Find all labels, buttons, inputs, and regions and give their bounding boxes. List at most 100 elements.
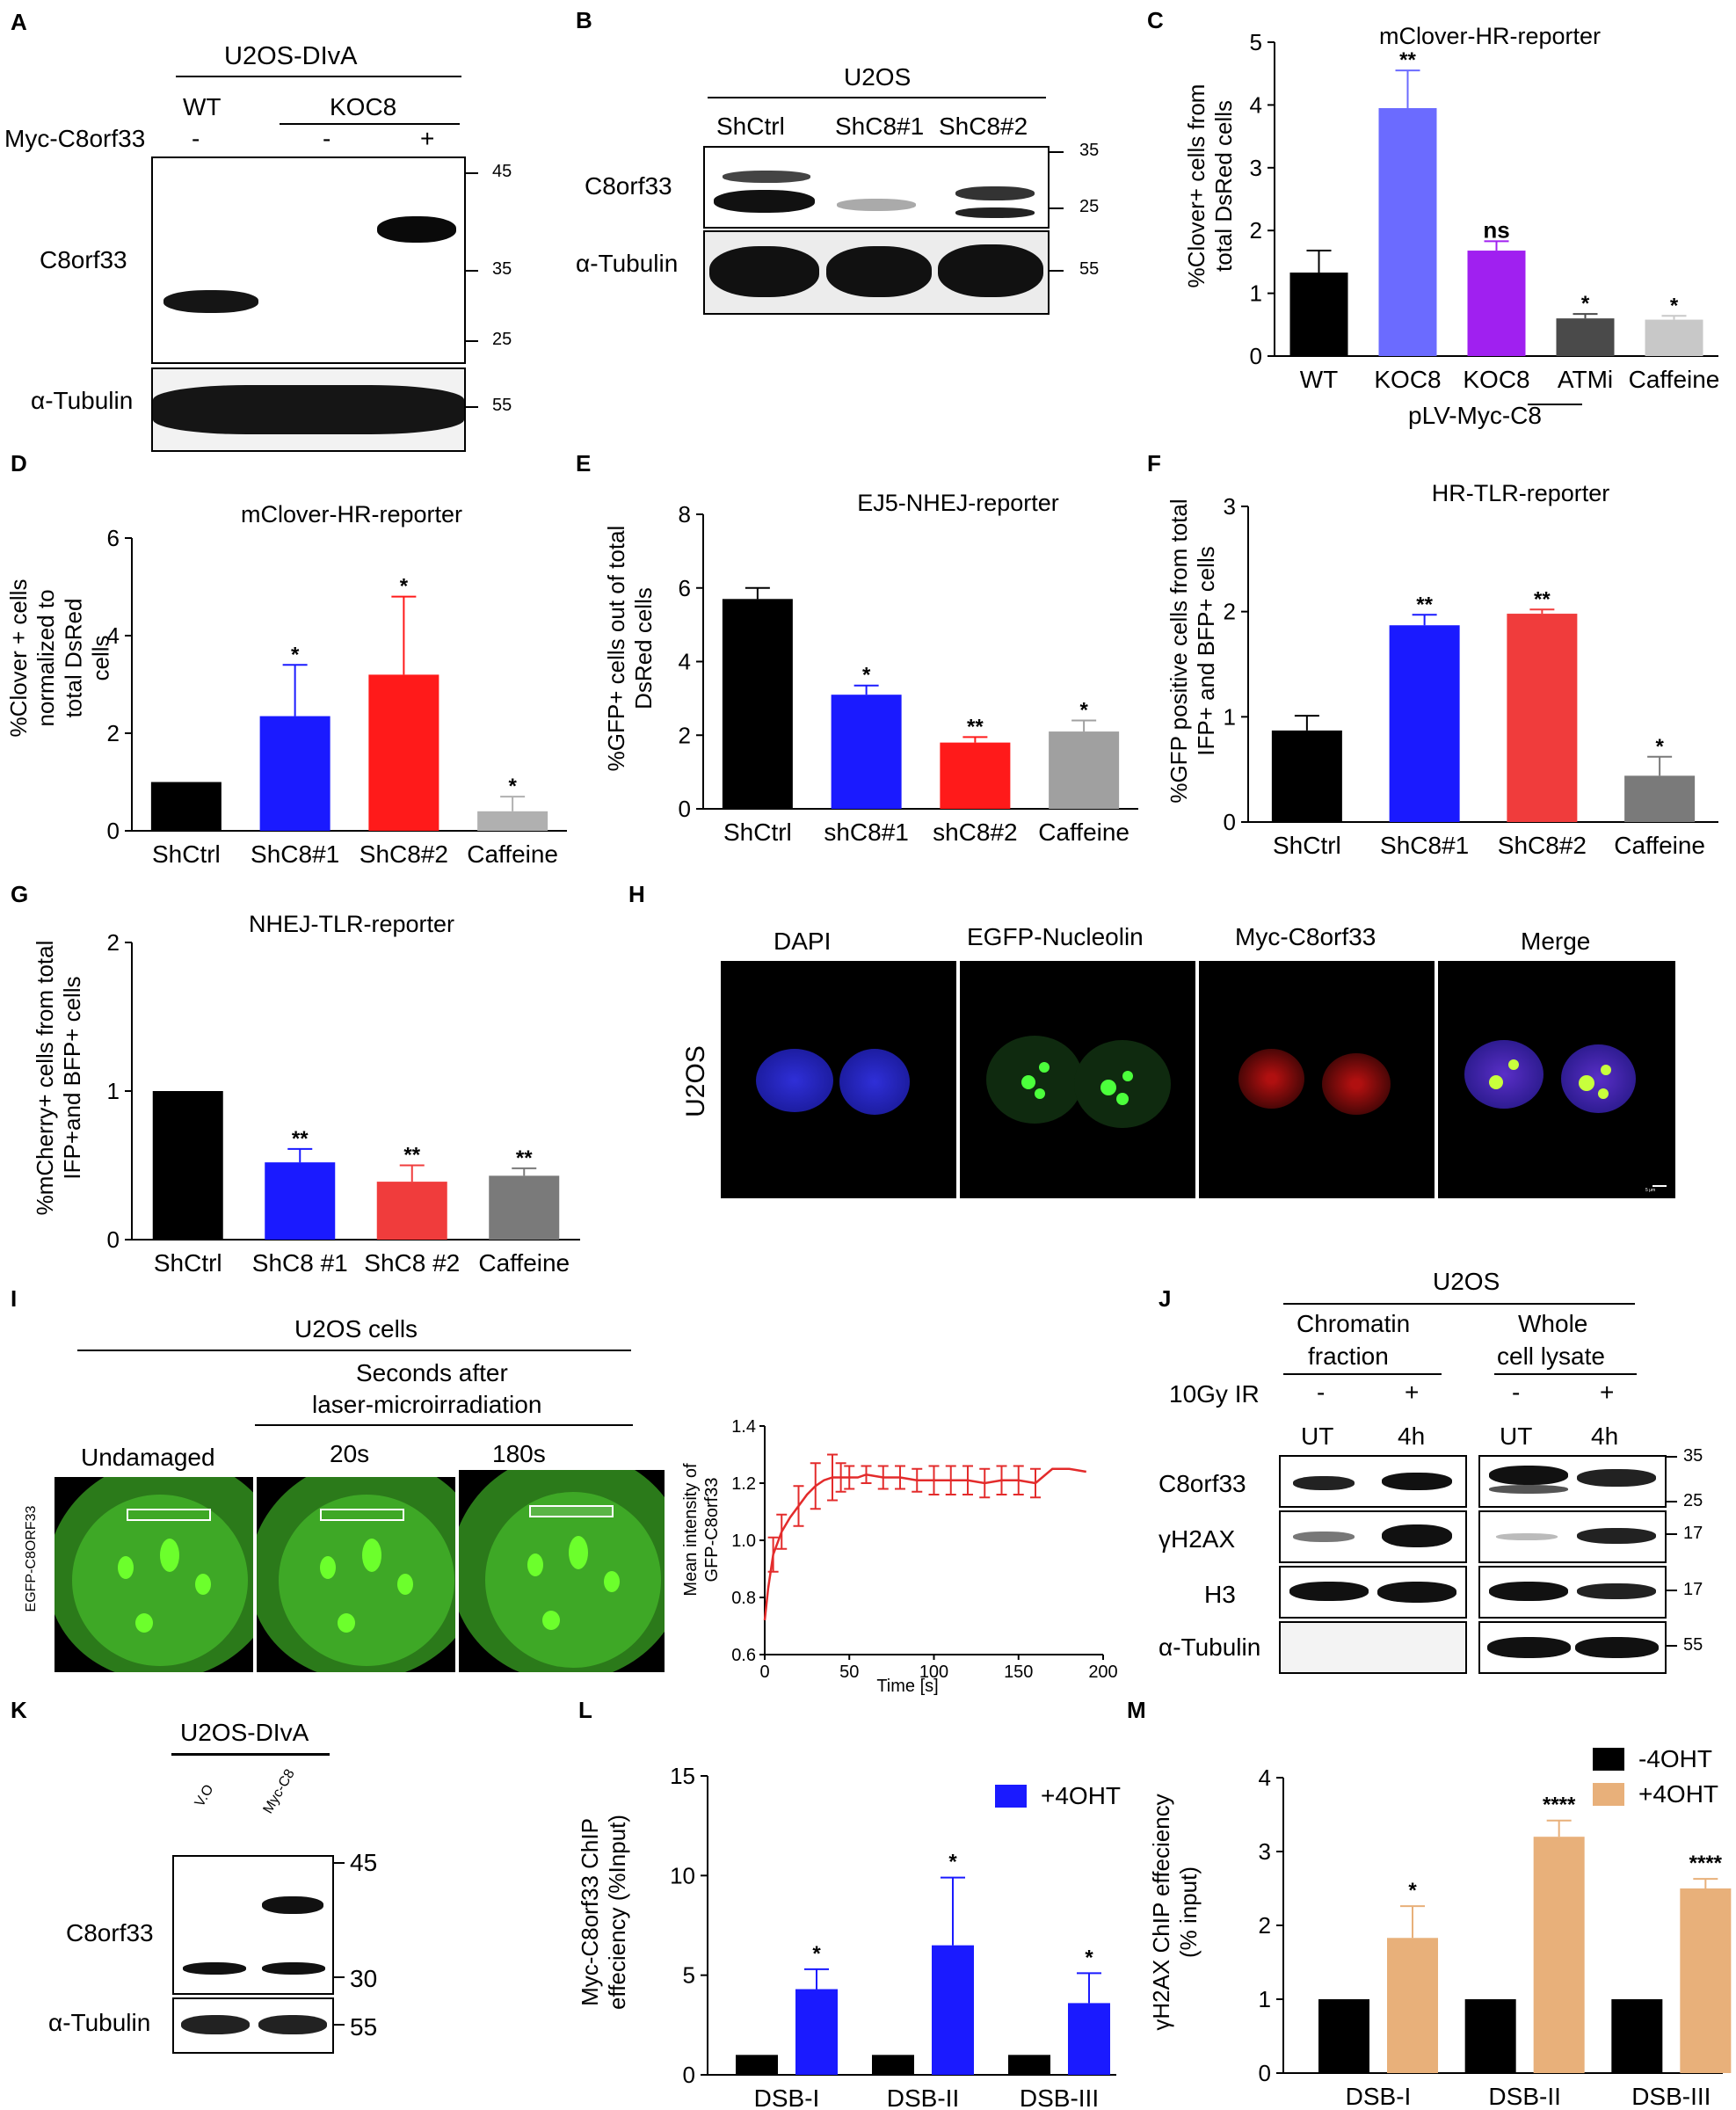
y-tick-label: 0 [1259, 2060, 1271, 2086]
i-row-label: EGFP-C8ORF33 [24, 1505, 39, 1612]
i-spot [542, 1611, 560, 1630]
bar [265, 1162, 336, 1240]
j-band [1293, 1532, 1355, 1542]
j-blot-h3-wcl [1478, 1566, 1667, 1619]
j-blot-h3-chrom [1279, 1566, 1467, 1619]
significance-label: * [1408, 1879, 1417, 1903]
b-label-tubulin: α-Tubulin [576, 250, 679, 277]
j-marker-tick [1665, 1501, 1677, 1502]
x-tick-label: DSB-I [754, 2085, 820, 2110]
a-divider [176, 76, 461, 77]
h-nucleus [1238, 1049, 1304, 1109]
bar [1389, 625, 1460, 822]
j-band [1489, 1466, 1568, 1485]
j-lane-4: 4h [1591, 1422, 1619, 1450]
y-axis-label-line: γH2AX ChIP effeciency [1148, 1794, 1174, 2030]
x-tick-label: Caffeine [1614, 832, 1705, 859]
h-spot [1122, 1071, 1133, 1081]
y-axis-label-line: %GFP+ cells out of total [603, 526, 629, 772]
j-sign-3: - [1512, 1379, 1521, 1406]
x-tick-label: KOC8 [1463, 366, 1529, 393]
chart-title: EJ5-NHEJ-reporter [857, 490, 1059, 516]
a-row-label: Myc-C8orf33 [4, 125, 146, 152]
panel-letter-k: K [11, 1697, 27, 1723]
significance-label: * [812, 1942, 821, 1966]
bar [1645, 319, 1703, 356]
k-marker-45: 45 [350, 1849, 378, 1876]
significance-label: * [400, 575, 409, 599]
i-spot [160, 1539, 179, 1572]
bar [1289, 273, 1348, 356]
k-blot-tubulin [172, 1997, 334, 2054]
bar [1068, 2003, 1110, 2075]
a-marker-tick [464, 172, 478, 174]
x-tick-label: 100 [919, 1663, 948, 1682]
bar [722, 599, 793, 809]
b-divider [708, 97, 1046, 98]
legend-swatch [1593, 1748, 1624, 1771]
j-marker-4: 17 [1683, 1580, 1703, 1599]
chart-title: HR-TLR-reporter [1432, 480, 1610, 506]
y-axis-label-line: %GFP positive cells from total [1166, 498, 1192, 803]
significance-label: ** [1416, 593, 1433, 616]
significance-label: * [862, 664, 871, 688]
b-lane-2: ShC8#1 [835, 113, 925, 140]
b-band [837, 199, 916, 211]
bar [1611, 1999, 1663, 2073]
h-image-nucleolin [960, 961, 1195, 1198]
j-band [1496, 1533, 1558, 1540]
x-tick-label: ShCtrl [152, 840, 221, 868]
bar [940, 742, 1011, 809]
y-tick-label: 0 [679, 796, 691, 822]
j-band [1575, 1637, 1659, 1658]
bar [1008, 2055, 1050, 2075]
j-band [1382, 1473, 1452, 1490]
a-label-tubulin: α-Tubulin [31, 387, 134, 414]
y-axis-label: %mCherry+ cells from totalIFP+and BFP+ c… [32, 941, 85, 1216]
panel-letter-a: A [11, 9, 27, 35]
b-marker-55: 55 [1079, 259, 1100, 279]
h-scale-bar [1652, 1185, 1667, 1187]
k-label-c8orf33: C8orf33 [66, 1919, 154, 1946]
bar [1680, 1888, 1732, 2073]
bar [795, 1989, 838, 2075]
bar [368, 674, 439, 831]
h-nucleus [756, 1049, 833, 1112]
i-spot [338, 1613, 355, 1633]
j-blot-h2ax-wcl [1478, 1510, 1667, 1563]
y-tick-label: 3 [1259, 1838, 1271, 1865]
h-image-dapi [721, 961, 956, 1198]
legend-label: -4OHT [1638, 1745, 1712, 1772]
i-nucleus [279, 1495, 454, 1666]
b-band [955, 186, 1035, 200]
h-col-3: Myc-C8orf33 [1235, 923, 1376, 950]
h-image-merge: 5 μm [1438, 961, 1675, 1198]
x-tick-label: shC8#1 [824, 819, 909, 846]
bar [1624, 775, 1696, 822]
h-row-label: U2OS [681, 1045, 710, 1117]
h-col-2: EGFP-Nucleolin [967, 923, 1144, 950]
y-tick-label: 2 [1259, 1912, 1271, 1939]
y-tick-label: 2 [1250, 217, 1262, 244]
i-roi [320, 1509, 404, 1521]
x-tick-label: ShC8#1 [1380, 832, 1469, 859]
x-tick-label: ATMi [1558, 366, 1613, 393]
significance-label: * [1079, 699, 1088, 723]
y-axis-label-line: IFP+ and BFP+ cells [1193, 546, 1219, 755]
x-tick-label: shC8#2 [933, 819, 1018, 846]
y-tick-label: 1.0 [731, 1532, 756, 1551]
j-group1-1: Chromatin [1297, 1310, 1411, 1337]
j-blot-c8-wcl [1478, 1455, 1667, 1508]
b-lane-1: ShCtrl [716, 113, 785, 140]
y-tick-label: 3 [1224, 493, 1236, 520]
j-sign-1: - [1317, 1379, 1326, 1406]
i-col-1: Undamaged [81, 1444, 215, 1471]
j-group2-1: Whole [1518, 1310, 1588, 1337]
x-tick-label: 150 [1004, 1663, 1033, 1682]
x-tick-label: KOC8 [1374, 366, 1441, 393]
i-roi [127, 1509, 211, 1521]
y-tick-label: 5 [683, 1962, 695, 1989]
y-tick-label: 5 [1250, 29, 1262, 55]
j-group2-2: cell lysate [1497, 1342, 1605, 1370]
a-marker-tick [464, 406, 478, 408]
